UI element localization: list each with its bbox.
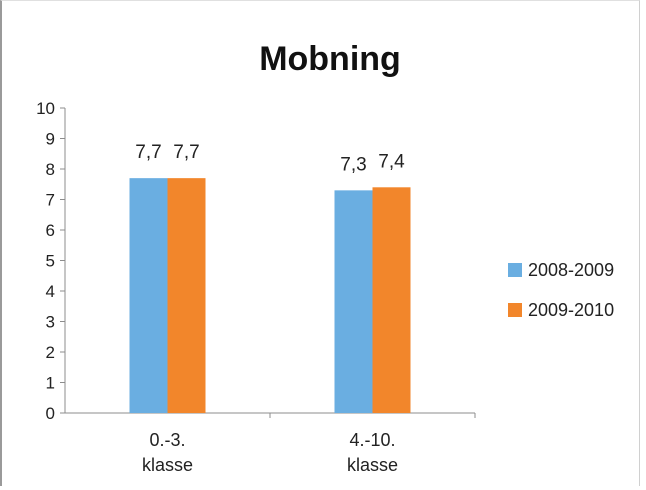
y-tick-label: 4: [46, 282, 55, 301]
y-tick-label: 8: [46, 160, 55, 179]
y-tick-label: 3: [46, 313, 55, 332]
y-tick-label: 0: [46, 404, 55, 423]
y-tick-label: 10: [36, 99, 55, 118]
category-label: klasse: [347, 455, 398, 475]
bar-2008-2009-0: [129, 178, 168, 413]
y-tick-label: 6: [46, 221, 55, 240]
bar-2009-2010-0: [167, 178, 206, 413]
y-tick-label: 5: [46, 252, 55, 271]
category-label: klasse: [142, 455, 193, 475]
category-label: 0.-3.: [149, 430, 185, 450]
legend-label: 2009-2010: [528, 300, 614, 320]
chart-title: Mobning: [259, 40, 401, 78]
bar-2008-2009-1: [334, 190, 373, 413]
legend-label: 2008-2009: [528, 260, 614, 280]
legend-swatch: [508, 303, 522, 317]
y-tick-label: 2: [46, 343, 55, 362]
data-label: 7,4: [378, 151, 405, 172]
y-tick-label: 7: [46, 191, 55, 210]
data-label: 7,3: [340, 154, 366, 175]
category-label: 4.-10.: [349, 430, 395, 450]
legend-swatch: [508, 263, 522, 277]
y-tick-label: 9: [46, 130, 55, 149]
y-tick-label: 1: [46, 374, 55, 393]
data-label: 7,7: [135, 142, 161, 163]
data-label: 7,7: [173, 142, 199, 163]
bar-2009-2010-1: [372, 187, 411, 413]
